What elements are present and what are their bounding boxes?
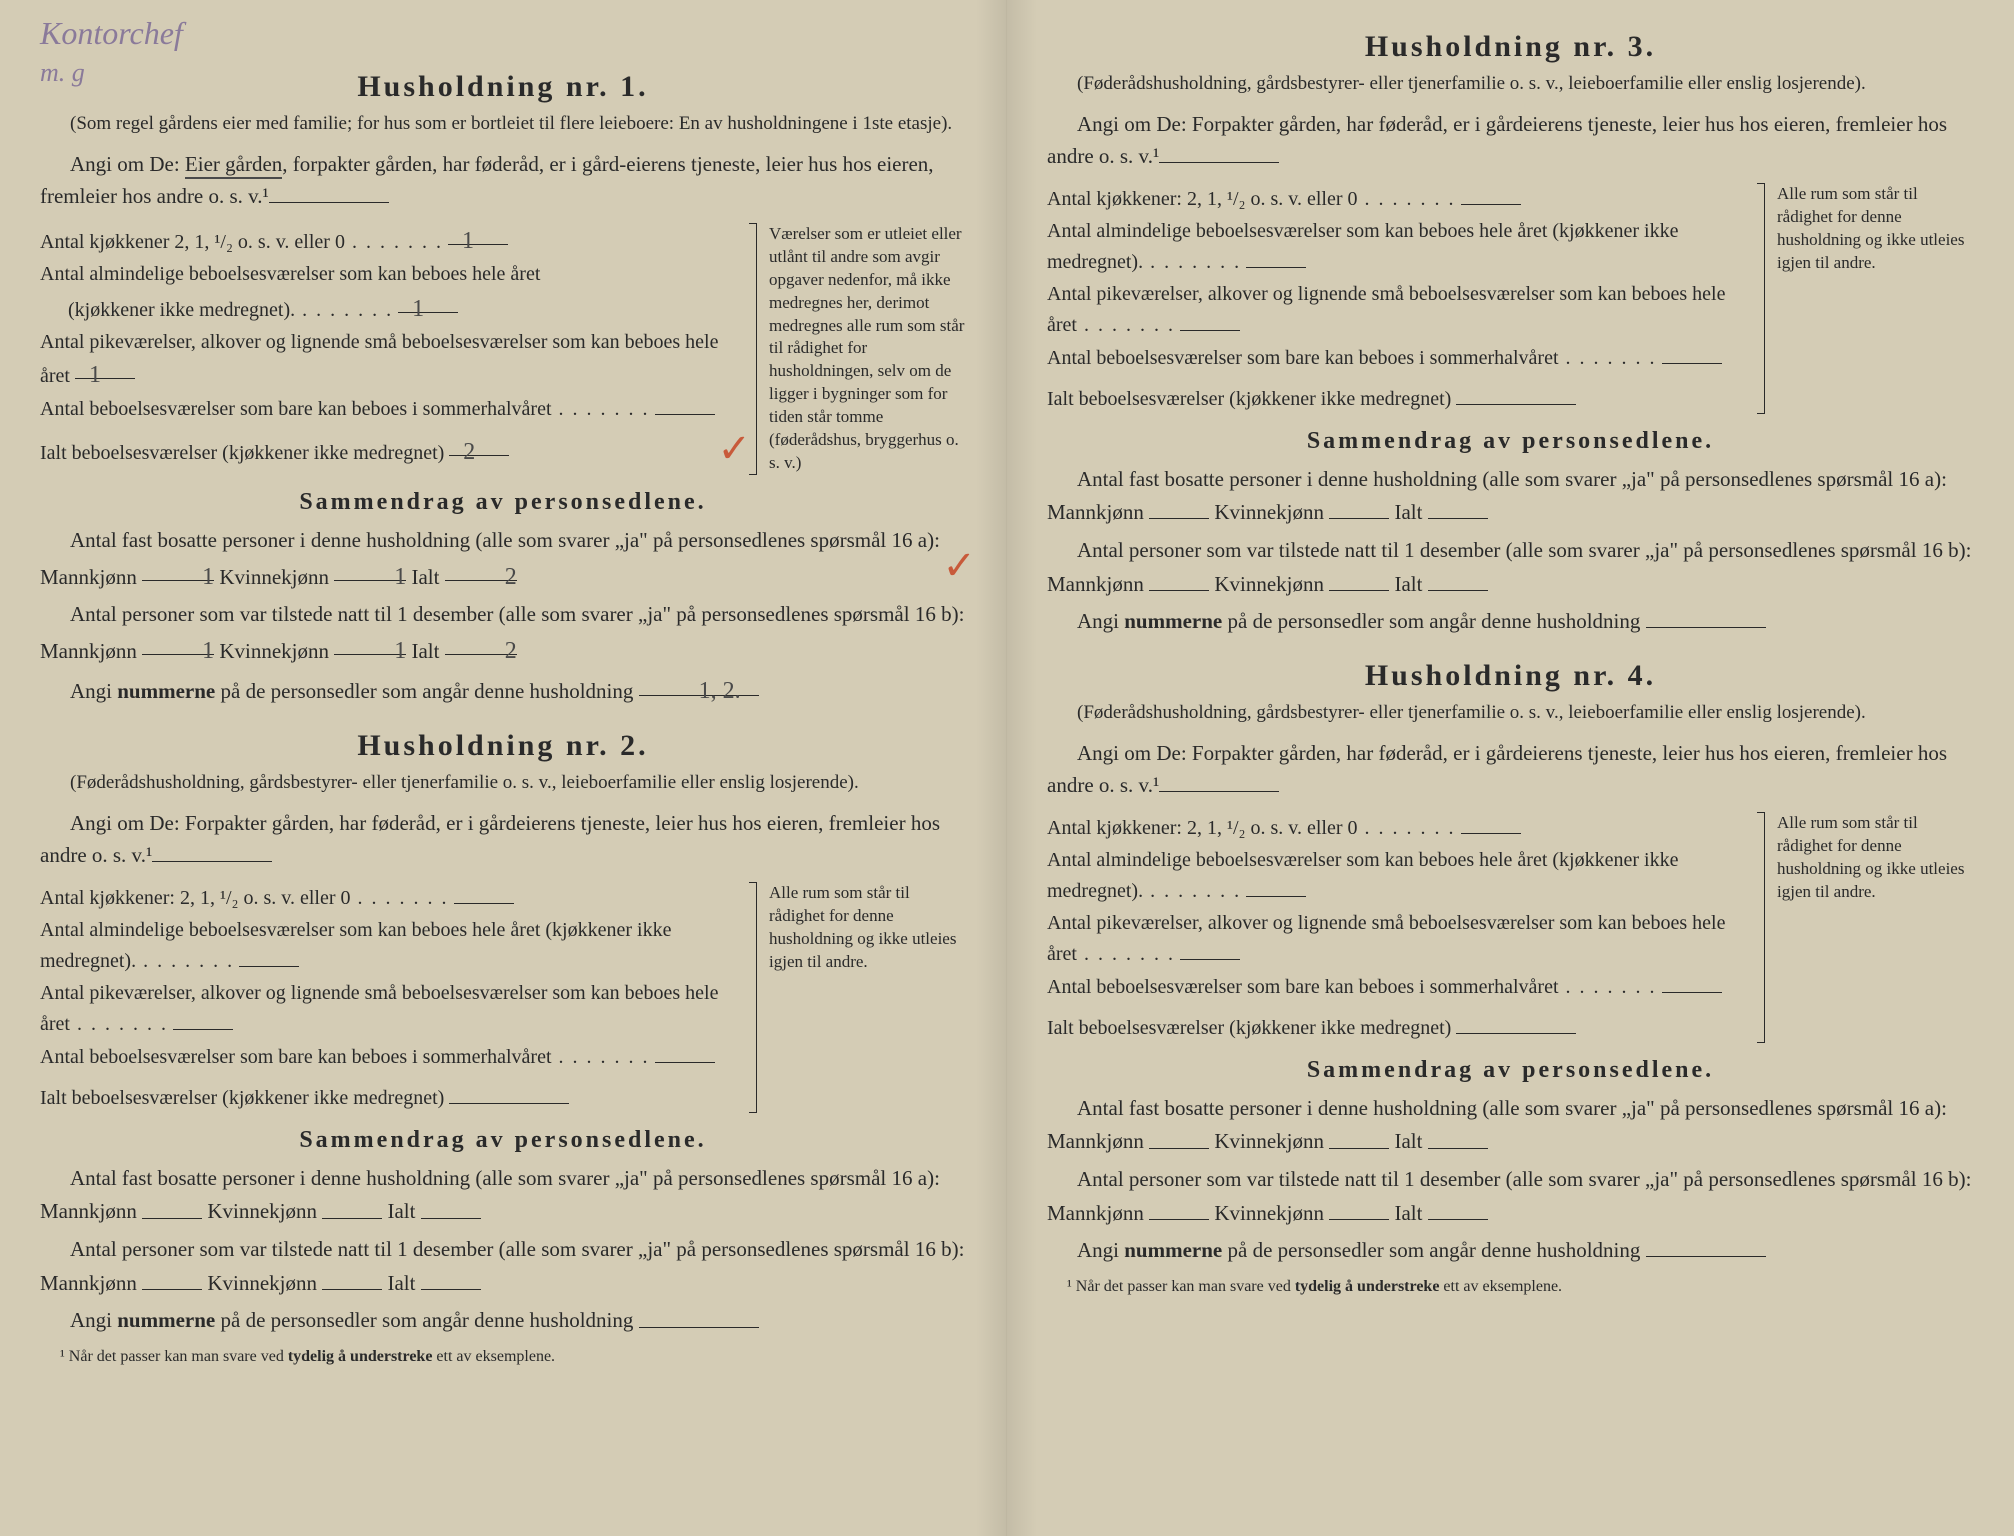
household-3-title: Husholdning nr. 3.: [1047, 30, 1974, 64]
numbers-line-1: Angi nummerne på de personsedler som ang…: [40, 672, 966, 709]
right-page: Husholdning nr. 3. (Føderådshusholdning,…: [1007, 0, 2014, 1536]
footnote-left: ¹ Når det passer kan man svare ved tydel…: [40, 1348, 966, 1366]
left-page: Kontorchef m. g Husholdning nr. 1. (Som …: [0, 0, 1007, 1536]
rooms1-value: 1: [398, 291, 438, 327]
total-rooms-value: 2: [449, 434, 489, 470]
household-2-rooms: Antal kjøkkener: 2, 1, ¹/₂ o. s. v. elle…: [40, 882, 966, 1113]
household-2-subtitle: (Føderådshusholdning, gårdsbestyrer- ell…: [40, 771, 966, 796]
summary-3b: Antal personer som var tilstede natt til…: [1047, 534, 1974, 601]
summary-2a: Antal fast bosatte personer i denne hush…: [40, 1162, 966, 1229]
summary-3a: Antal fast bosatte personer i denne hush…: [1047, 463, 1974, 530]
summary-4a: Antal fast bosatte personer i denne hush…: [1047, 1092, 1974, 1159]
household-2-sidebar: Alle rum som står til rådighet for denne…: [756, 882, 966, 1113]
household-2: Husholdning nr. 2. (Føderådshusholdning,…: [40, 729, 966, 1366]
numbers-line-3: Angi nummerne på de personsedler som ang…: [1047, 605, 1974, 639]
rooms2-value: 1: [75, 357, 115, 393]
household-3: Husholdning nr. 3. (Føderådshusholdning,…: [1047, 30, 1974, 639]
household-4-angi: Angi om De: Forpakter gården, har føderå…: [1047, 738, 1974, 802]
fold-shadow: [1007, 0, 1037, 1536]
household-1-subtitle: (Som regel gårdens eier med familie; for…: [40, 112, 966, 137]
numbers-line-2: Angi nummerne på de personsedler som ang…: [40, 1304, 966, 1338]
household-2-summary-title: Sammendrag av personsedlene.: [40, 1127, 966, 1154]
household-4-subtitle: (Føderådshusholdning, gårdsbestyrer- ell…: [1047, 701, 1974, 726]
household-1-summary-title: Sammendrag av personsedlene.: [40, 489, 966, 516]
household-4-rooms: Antal kjøkkener: 2, 1, ¹/₂ o. s. v. elle…: [1047, 812, 1974, 1043]
household-2-title: Husholdning nr. 2.: [40, 729, 966, 763]
red-checkmark-icon: ✓: [912, 534, 976, 598]
numbers-line-4: Angi nummerne på de personsedler som ang…: [1047, 1234, 1974, 1268]
household-1-sidebar: Værelser som er utleiet eller utlånt til…: [756, 223, 966, 475]
footnote-right: ¹ Når det passer kan man svare ved tydel…: [1047, 1278, 1974, 1296]
summary-4b: Antal personer som var tilstede natt til…: [1047, 1163, 1974, 1230]
household-3-summary-title: Sammendrag av personsedlene.: [1047, 428, 1974, 455]
household-3-sidebar: Alle rum som står til rådighet for denne…: [1764, 183, 1974, 414]
fold-shadow: [976, 0, 1006, 1536]
household-2-angi: Angi om De: Forpakter gården, har føderå…: [40, 808, 966, 872]
household-3-rooms: Antal kjøkkener: 2, 1, ¹/₂ o. s. v. elle…: [1047, 183, 1974, 414]
household-1-rooms: Antal kjøkkener 2, 1, ¹/₂ o. s. v. eller…: [40, 223, 966, 475]
handwritten-annotation: Kontorchef m. g: [40, 15, 183, 89]
kitchens-value: 1: [448, 223, 488, 259]
household-1-angi: Angi om De: Eier gården, forpakter gårde…: [40, 149, 966, 213]
household-4: Husholdning nr. 4. (Føderådshusholdning,…: [1047, 659, 1974, 1296]
summary-2b: Antal personer som var tilstede natt til…: [40, 1233, 966, 1300]
household-4-title: Husholdning nr. 4.: [1047, 659, 1974, 693]
household-1: Husholdning nr. 1. (Som regel gårdens ei…: [40, 70, 966, 709]
household-3-subtitle: (Føderådshusholdning, gårdsbestyrer- ell…: [1047, 72, 1974, 97]
summary-1b: Antal personer som var tilstede natt til…: [40, 598, 966, 668]
underlined-answer: Eier gården: [185, 152, 282, 179]
summary-1a: Antal fast bosatte personer i denne hush…: [40, 524, 966, 594]
household-3-angi: Angi om De: Forpakter gården, har føderå…: [1047, 109, 1974, 173]
red-checkmark-icon: ✓: [717, 419, 751, 479]
household-4-sidebar: Alle rum som står til rådighet for denne…: [1764, 812, 1974, 1043]
household-4-summary-title: Sammendrag av personsedlene.: [1047, 1057, 1974, 1084]
